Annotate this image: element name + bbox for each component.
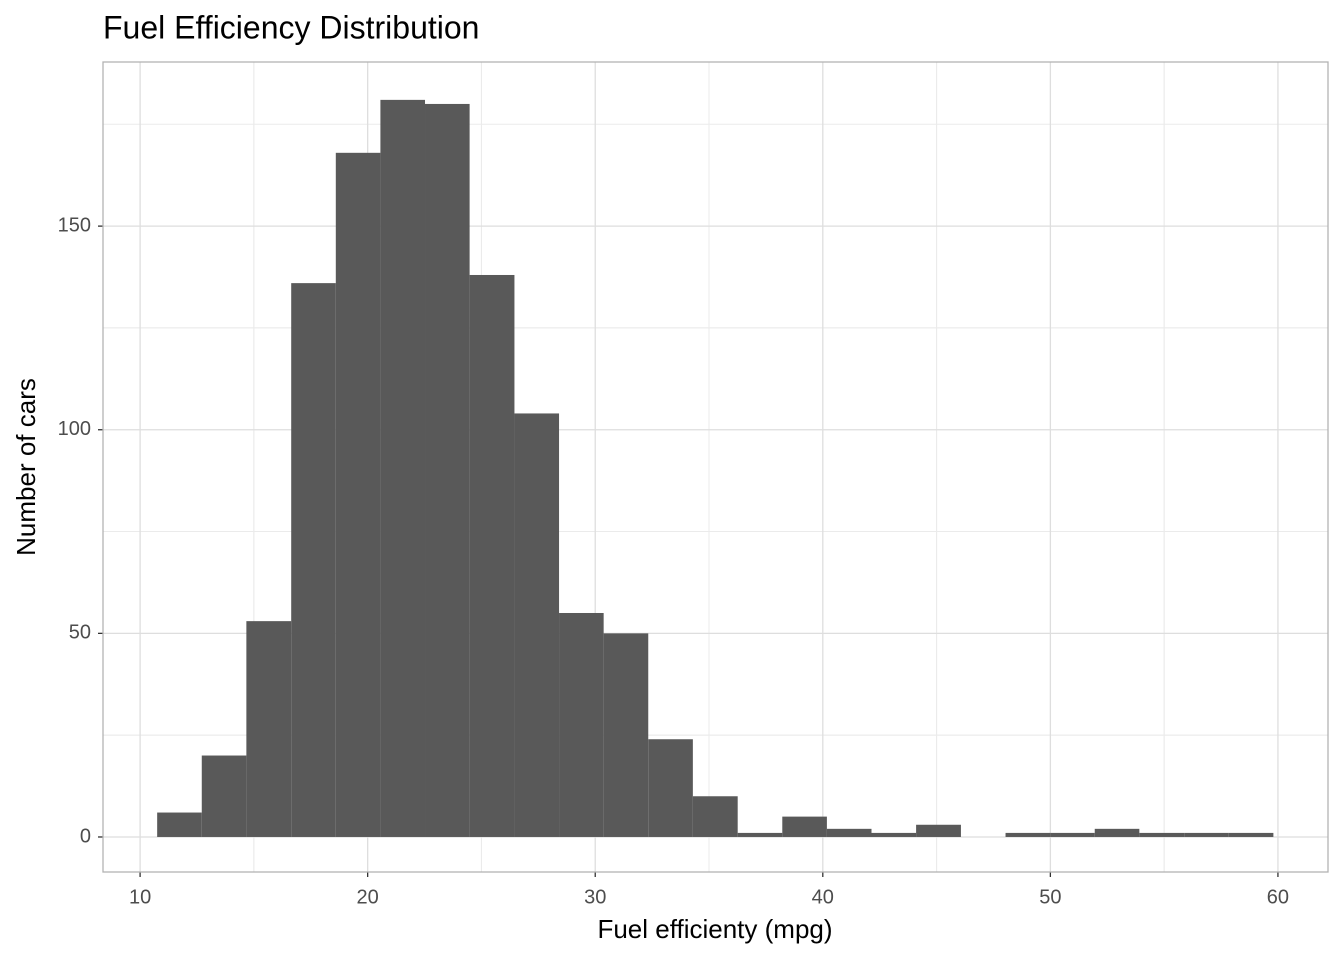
bar [826, 828, 872, 837]
bar [1005, 832, 1051, 837]
x-tick-label: 60 [1267, 886, 1289, 908]
bar [469, 274, 515, 837]
chart-title: Fuel Efficiency Distribution [103, 9, 479, 45]
y-axis-label: Number of cars [11, 378, 41, 556]
x-axis-label: Fuel efficienty (mpg) [597, 914, 832, 944]
bar [157, 812, 202, 837]
bar [201, 755, 247, 837]
y-tick-label: 0 [80, 825, 91, 847]
bar [737, 832, 783, 837]
bar [1094, 828, 1140, 837]
bar [335, 152, 381, 837]
x-tick-label: 10 [129, 886, 151, 908]
bar [603, 633, 649, 837]
bar [291, 283, 336, 837]
bar [648, 739, 693, 837]
bar [1184, 832, 1229, 837]
bar [782, 816, 827, 837]
bar [1139, 832, 1185, 837]
bar [246, 621, 292, 837]
bar [1050, 832, 1095, 837]
y-tick-label: 150 [58, 214, 91, 236]
y-tick-label: 100 [58, 418, 91, 440]
x-tick-label: 30 [584, 886, 606, 908]
bar [514, 413, 560, 837]
bar [559, 612, 604, 837]
bar [1228, 832, 1274, 837]
plot-border [102, 61, 1329, 873]
bar [916, 824, 961, 837]
x-tick-label: 50 [1039, 886, 1061, 908]
x-tick-label: 40 [812, 886, 834, 908]
bar [425, 103, 470, 837]
y-tick-label: 50 [69, 622, 91, 644]
x-tick-label: 20 [357, 886, 379, 908]
bar [692, 796, 738, 837]
bar [380, 99, 426, 837]
bar [871, 832, 917, 837]
